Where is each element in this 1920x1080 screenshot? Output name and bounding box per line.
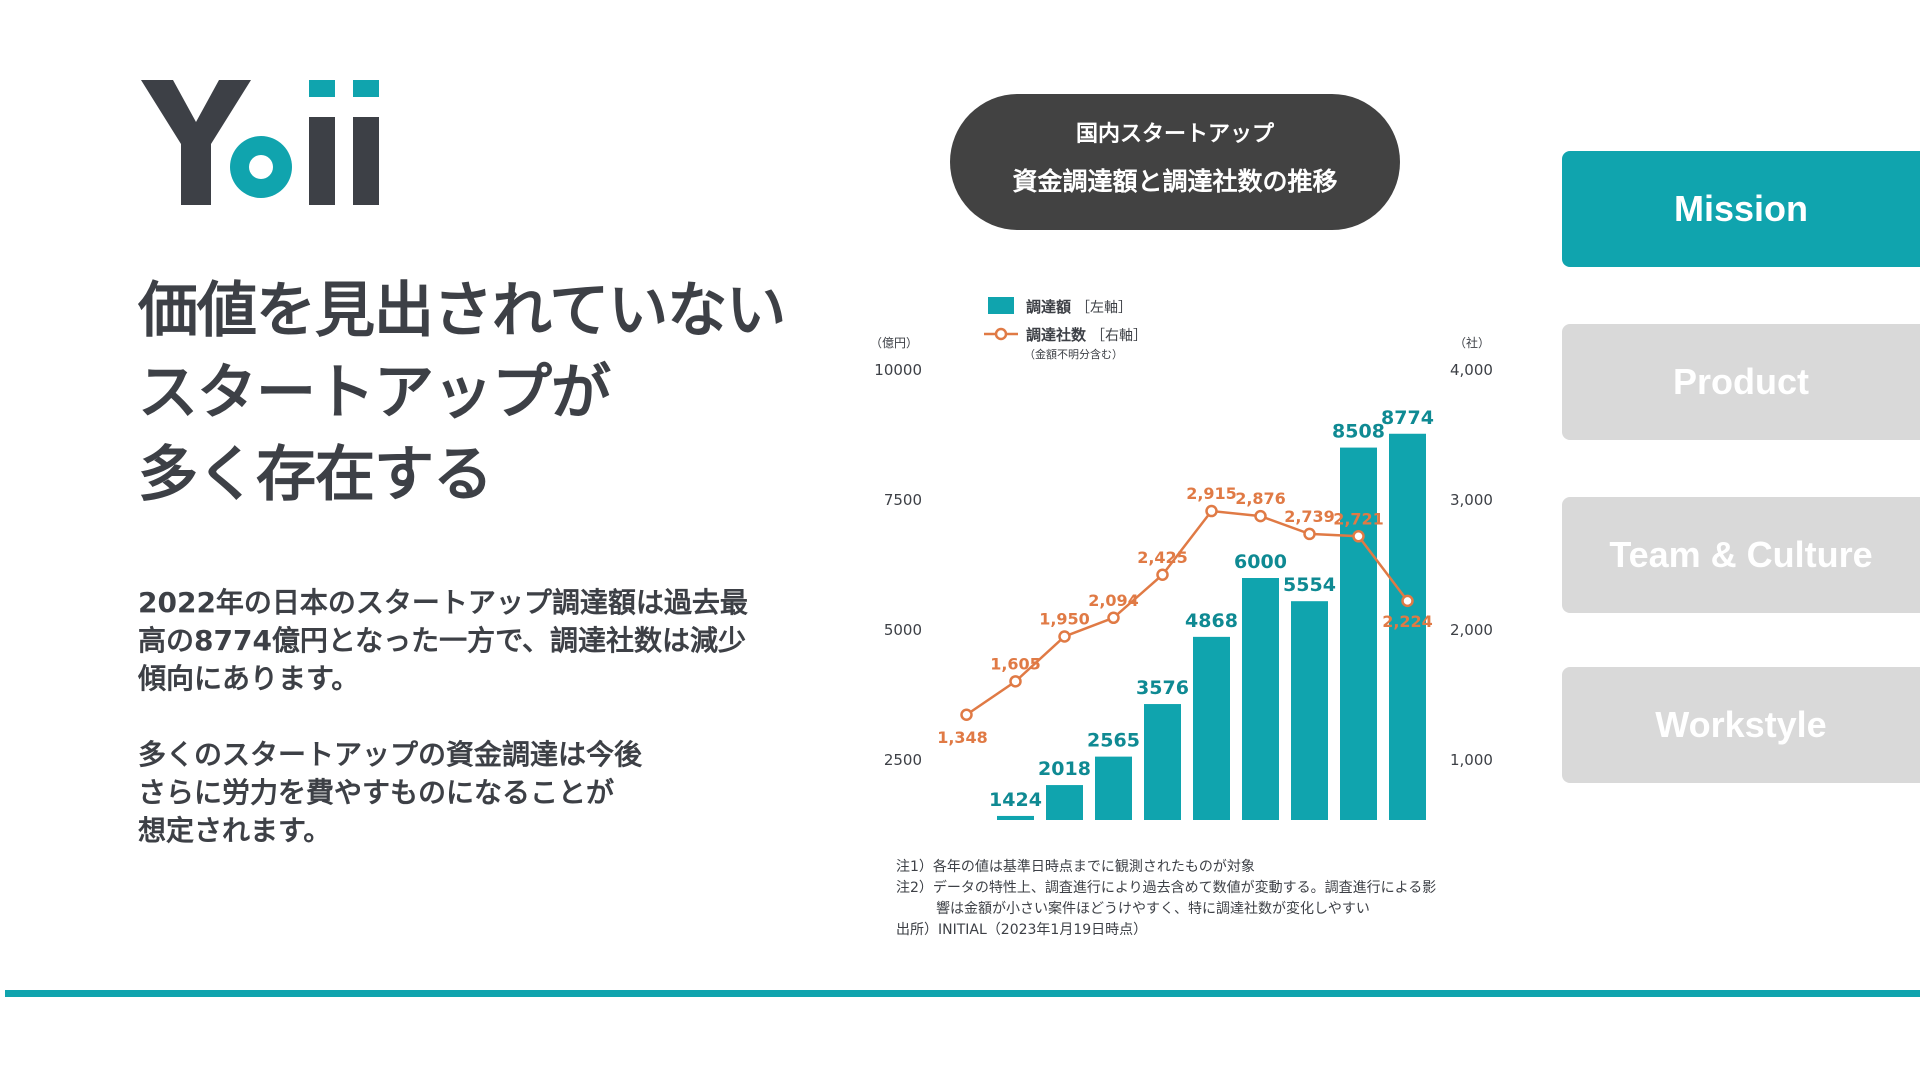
legend-line-axis: ［右軸］ [1091,328,1147,344]
line-value-label: 2,425 [1137,548,1188,567]
series-line [965,509,1409,716]
left-axis-unit: （億円） [870,336,918,350]
paragraph-line: 多くのスタートアップの資金調達は今後 [138,738,643,771]
nav-tab-product[interactable]: Product [1562,324,1920,440]
nav-tab-label: Product [1672,361,1809,402]
nav-tab-team-culture[interactable]: Team & Culture [1562,497,1920,613]
line-value-label: 2,915 [1186,484,1237,503]
line-point [960,708,973,722]
legend-bar-swatch [988,297,1014,314]
bar-value-label: 1424 [989,789,1042,811]
chart-title-line1: 国内スタートアップ [1075,122,1274,147]
nav-tab-label: Team & Culture [1609,534,1873,575]
line-point [1303,527,1316,541]
right-axis-tick-label: 4,000 [1450,361,1493,379]
line-point [1254,509,1267,523]
right-axis-tick-label: 2,000 [1450,621,1493,639]
bar [1144,704,1181,820]
bar [1340,447,1377,820]
bar [1291,601,1328,820]
legend-line-note: （金額不明分含む） [1024,347,1123,361]
line-point [1205,504,1218,518]
line-point [1058,630,1071,643]
line-value-label: 2,224 [1382,612,1433,631]
bar [1389,433,1426,820]
bar [1193,636,1230,820]
bar-value-label: 3576 [1136,677,1189,699]
bar-value-label: 4868 [1185,610,1238,632]
legend-bar-axis: ［左軸］ [1076,300,1132,316]
chart-title-pill: 国内スタートアップ 資金調達額と調達社数の推移 [950,94,1400,230]
legend-line-marker [994,327,1008,341]
line-point [1352,530,1365,543]
line-value-label: 2,739 [1284,507,1335,526]
line-point [1156,568,1169,581]
left-axis-tick-label: 7500 [884,491,922,509]
bar-value-label: 8774 [1381,407,1434,429]
bar [997,815,1034,820]
line-value-label: 2,876 [1235,489,1286,508]
line-point [1009,675,1022,688]
chart-note-2a: 注2）データの特性上、調査進行により過去含めて数値が変動する。調査進行による影 [896,880,1437,896]
bar-value-label: 2565 [1087,730,1140,752]
bar-value-label: 877 [947,817,987,820]
bar-value-label: 5554 [1283,574,1336,596]
headline-line: 価値を見出されていない [138,276,786,346]
nav-tab-mission[interactable]: Mission [1562,151,1920,267]
bar [1046,785,1083,820]
line-point [1107,611,1120,625]
line-value-label: 1,348 [937,728,988,747]
right-axis-tick-label: 3,000 [1450,491,1493,509]
yoii-logo [141,80,379,205]
bottom-divider [5,990,1920,997]
right-axis-unit: （社） [1454,335,1490,350]
legend-line-label: 調達社数 [1026,326,1087,344]
left-axis-tick-label: 2500 [884,751,922,769]
nav-tab-label: Workstyle [1655,704,1827,745]
paragraph-line: 想定されます。 [138,814,332,847]
paragraph-line: 傾向にあります。 [138,662,360,695]
chart-notes: 注1）各年の値は基準日時点までに観測されたものが対象 注2）データの特性上、調査… [896,857,1496,941]
paragraph-line: 2022年の日本のスタートアップ調達額は過去最 [138,586,748,619]
nav-tab-label: Mission [1673,188,1808,229]
line-value-label: 2,094 [1088,591,1139,610]
line-value-label: 1,605 [990,654,1041,673]
bar [1095,756,1132,820]
legend-bar-label: 調達額 [1026,298,1071,316]
paragraph-line: 高の8774億円となった一方で、調達社数は減少 [138,624,746,657]
nav-tab-workstyle[interactable]: Workstyle [1562,667,1920,783]
headline-line: 多く存在する [138,440,493,510]
bar [1242,578,1279,820]
paragraph-line: さらに労力を費やすものになることが [138,776,615,809]
description-paragraph-1: 2022年の日本のスタートアップ調達額は過去最 高の8774億円となった一方で、… [138,584,818,698]
left-axis-tick-label: 10000 [874,361,922,379]
line-value-label: 1,950 [1039,610,1090,629]
chart-note-1: 注1）各年の値は基準日時点までに観測されたものが対象 [896,859,1255,875]
chart-panel: 国内スタートアップ 資金調達額と調達社数の推移 （億円）（社）025005000… [864,90,1494,950]
bar-value-label: 8508 [1332,421,1385,443]
chart-note-2b: 響は金額が小さい案件ほどうけやすく、特に調達社数が変化しやすい [936,901,1370,917]
chart-source: 出所）INITIAL（2023年1月19日時点） [896,922,1148,938]
left-axis-tick-label: 5000 [884,621,922,639]
chart-title-line2: 資金調達額と調達社数の推移 [1012,167,1338,196]
line-value-label: 2,721 [1333,509,1384,528]
right-axis-tick-label: 1,000 [1450,751,1493,769]
bar-value-label: 6000 [1234,551,1287,573]
bar-value-label: 2018 [1038,758,1091,780]
description-paragraph-2: 多くのスタートアップの資金調達は今後 さらに労力を費やすものになることが 想定さ… [138,736,818,850]
funding-chart: （億円）（社）02500500075001000001,0002,0003,00… [870,297,1493,820]
line-point [1401,594,1414,608]
headline-line: スタートアップが [138,358,611,428]
headline: 価値を見出されていない スタートアップが 多く存在する [138,270,838,516]
